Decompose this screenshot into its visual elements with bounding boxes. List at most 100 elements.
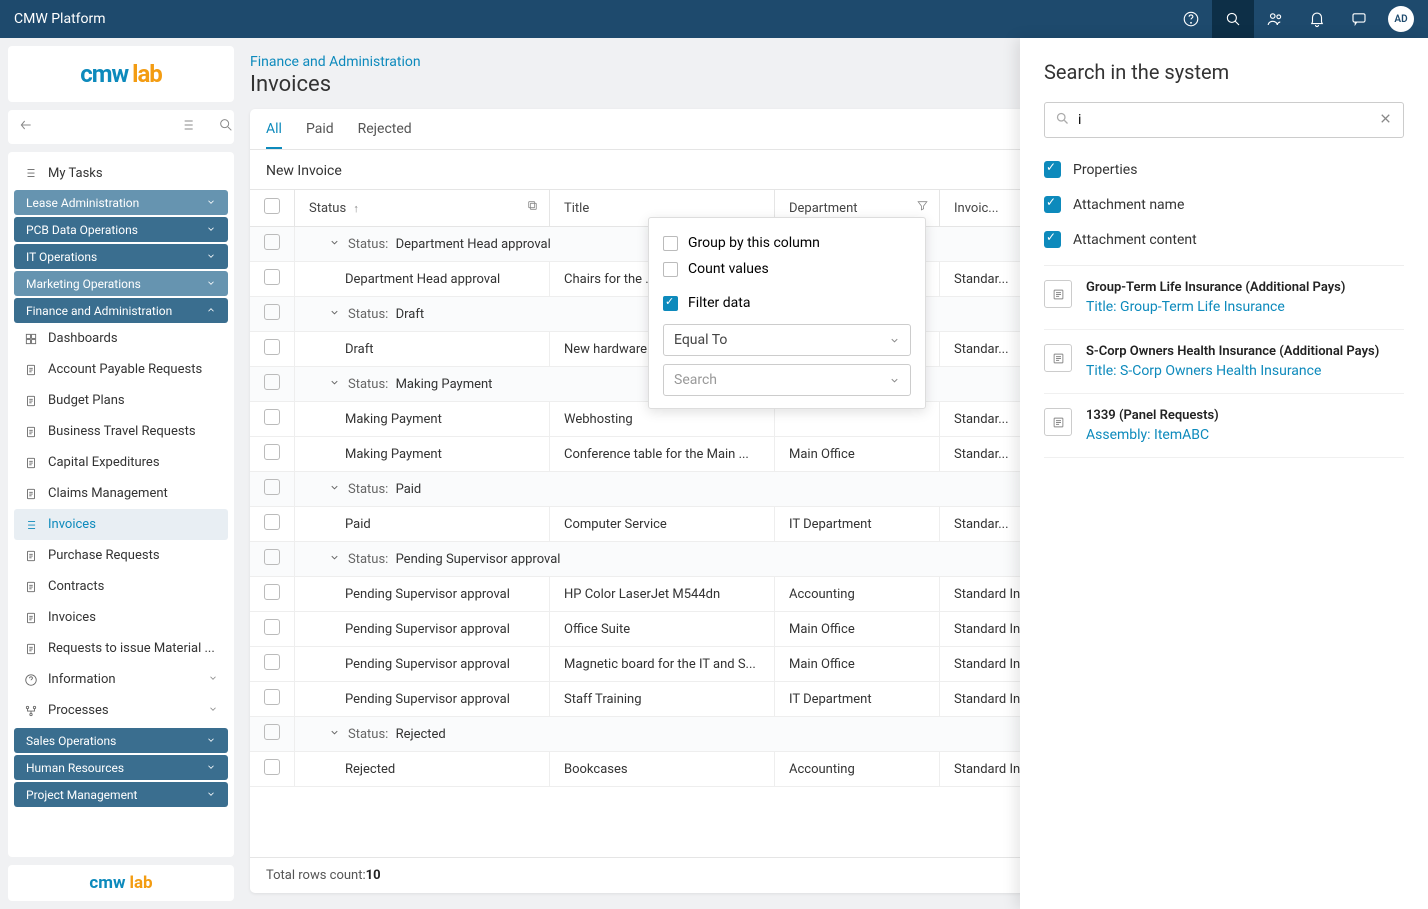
sidebar-item-label: Purchase Requests bbox=[48, 548, 160, 563]
nav-group-label: Finance and Administration bbox=[26, 304, 172, 318]
nav-group[interactable]: Human Resources bbox=[14, 755, 228, 780]
cell-title: Office Suite bbox=[550, 612, 775, 647]
doc-icon bbox=[24, 487, 38, 501]
search-result[interactable]: Group-Term Life Insurance (Additional Pa… bbox=[1044, 266, 1404, 330]
sidebar-item[interactable]: Purchase Requests bbox=[14, 540, 228, 571]
result-icon bbox=[1044, 280, 1072, 308]
filter-data-checkbox[interactable]: Filter data bbox=[663, 290, 911, 316]
search-result[interactable]: S-Corp Owners Health Insurance (Addition… bbox=[1044, 330, 1404, 394]
search-option-checkbox[interactable]: Properties bbox=[1044, 152, 1404, 187]
nav-group[interactable]: Lease Administration bbox=[14, 190, 228, 215]
search-option-checkbox[interactable]: Attachment content bbox=[1044, 222, 1404, 257]
result-subtitle: Title: Group-Term Life Insurance bbox=[1086, 299, 1345, 315]
nav-group[interactable]: Sales Operations bbox=[14, 728, 228, 753]
tab[interactable]: Paid bbox=[306, 121, 334, 149]
sidebar-item-label: Business Travel Requests bbox=[48, 424, 196, 439]
nav-group[interactable]: Marketing Operations bbox=[14, 271, 228, 296]
sidebar-item[interactable]: Contracts bbox=[14, 571, 228, 602]
chevron-down-icon[interactable] bbox=[329, 552, 340, 567]
cell-title: Computer Service bbox=[550, 507, 775, 542]
list-icon bbox=[24, 518, 38, 532]
nav-search-icon[interactable] bbox=[218, 117, 234, 137]
chevron-down-icon[interactable] bbox=[329, 482, 340, 497]
nav-group[interactable]: IT Operations bbox=[14, 244, 228, 269]
sidebar-item[interactable]: Account Payable Requests bbox=[14, 354, 228, 385]
tab[interactable]: Rejected bbox=[358, 121, 412, 149]
clone-icon[interactable] bbox=[526, 199, 539, 216]
sidebar-item-label: Contracts bbox=[48, 579, 104, 594]
doc-icon bbox=[24, 394, 38, 408]
clear-icon[interactable] bbox=[1378, 111, 1393, 130]
doc-icon bbox=[24, 611, 38, 625]
sidebar-item[interactable]: Invoices bbox=[14, 602, 228, 633]
cell-status: Paid bbox=[295, 507, 550, 542]
nav-group-label: Sales Operations bbox=[26, 734, 116, 748]
chat-icon[interactable] bbox=[1338, 0, 1380, 38]
count-values-checkbox[interactable]: Count values bbox=[663, 256, 911, 282]
result-title: 1339 (Panel Requests) bbox=[1086, 408, 1219, 423]
result-title: Group-Term Life Insurance (Additional Pa… bbox=[1086, 280, 1345, 295]
users-icon[interactable] bbox=[1254, 0, 1296, 38]
logo-part2: lab bbox=[132, 60, 162, 88]
sidebar-item[interactable]: Capital Expeditures bbox=[14, 447, 228, 478]
search-option-checkbox[interactable]: Attachment name bbox=[1044, 187, 1404, 222]
nav-group[interactable]: Project Management bbox=[14, 782, 228, 807]
tab[interactable]: All bbox=[266, 121, 282, 149]
sidebar-item[interactable]: Business Travel Requests bbox=[14, 416, 228, 447]
sidebar-item[interactable]: Requests to issue Material ... bbox=[14, 633, 228, 664]
total-rows-label: Total rows count: bbox=[266, 868, 366, 883]
avatar[interactable]: AD bbox=[1388, 6, 1414, 32]
filter-value-select[interactable]: Search bbox=[663, 364, 911, 396]
cell-department: Accounting bbox=[775, 752, 940, 787]
nav-group[interactable]: PCB Data Operations bbox=[14, 217, 228, 242]
search-panel: Search in the system PropertiesAttachmen… bbox=[1020, 38, 1428, 909]
sidebar-item[interactable]: Processes bbox=[14, 695, 228, 726]
topbar: CMW Platform AD bbox=[0, 0, 1428, 38]
sidebar-item[interactable]: Budget Plans bbox=[14, 385, 228, 416]
cell-status: Pending Supervisor approval bbox=[295, 647, 550, 682]
cell-status: Rejected bbox=[295, 752, 550, 787]
sidebar-item[interactable]: Information bbox=[14, 664, 228, 695]
search-icon[interactable] bbox=[1212, 0, 1254, 38]
group-by-checkbox[interactable]: Group by this column bbox=[663, 230, 911, 256]
search-result[interactable]: 1339 (Panel Requests)Assembly: ItemABC bbox=[1044, 394, 1404, 458]
col-checkbox[interactable] bbox=[250, 190, 295, 227]
list-toggle-icon[interactable] bbox=[180, 117, 196, 137]
cell-status: Pending Supervisor approval bbox=[295, 612, 550, 647]
logo-footer: cmwlab bbox=[8, 865, 234, 901]
cell-title: Conference table for the Main ... bbox=[550, 437, 775, 472]
chevron-down-icon bbox=[208, 703, 218, 718]
sidebar-item[interactable]: Invoices bbox=[14, 509, 228, 540]
collapse-icon[interactable] bbox=[18, 117, 34, 137]
cell-title: HP Color LaserJet M544dn bbox=[550, 577, 775, 612]
sidebar-item-label: Invoices bbox=[48, 610, 96, 625]
sidebar-item[interactable]: Dashboards bbox=[14, 323, 228, 354]
help-icon[interactable] bbox=[1170, 0, 1212, 38]
chevron-down-icon[interactable] bbox=[329, 727, 340, 742]
col-status[interactable]: Status ↑ bbox=[295, 190, 550, 227]
bell-icon[interactable] bbox=[1296, 0, 1338, 38]
nav-my-tasks[interactable]: My Tasks bbox=[14, 158, 228, 188]
chevron-down-icon[interactable] bbox=[329, 237, 340, 252]
result-title: S-Corp Owners Health Insurance (Addition… bbox=[1086, 344, 1379, 359]
cell-department: Accounting bbox=[775, 577, 940, 612]
flow-icon bbox=[24, 704, 38, 718]
app-name: CMW Platform bbox=[14, 11, 106, 27]
doc-icon bbox=[24, 642, 38, 656]
search-glass-icon bbox=[1055, 111, 1070, 130]
sidebar-item-label: Invoices bbox=[48, 517, 96, 532]
cell-department: IT Department bbox=[775, 507, 940, 542]
cell-status: Making Payment bbox=[295, 437, 550, 472]
filter-operator-select[interactable]: Equal To bbox=[663, 324, 911, 356]
filter-icon[interactable] bbox=[916, 199, 929, 216]
nav-group[interactable]: Finance and Administration bbox=[14, 298, 228, 323]
cell-status: Pending Supervisor approval bbox=[295, 682, 550, 717]
chevron-down-icon[interactable] bbox=[329, 377, 340, 392]
cell-department: Main Office bbox=[775, 437, 940, 472]
new-invoice-button[interactable]: New Invoice bbox=[266, 163, 342, 179]
sidebar-item[interactable]: Claims Management bbox=[14, 478, 228, 509]
sidebar-item-label: Requests to issue Material ... bbox=[48, 641, 215, 656]
nav-item-label: My Tasks bbox=[48, 166, 103, 181]
chevron-down-icon[interactable] bbox=[329, 307, 340, 322]
search-input[interactable] bbox=[1070, 112, 1378, 128]
